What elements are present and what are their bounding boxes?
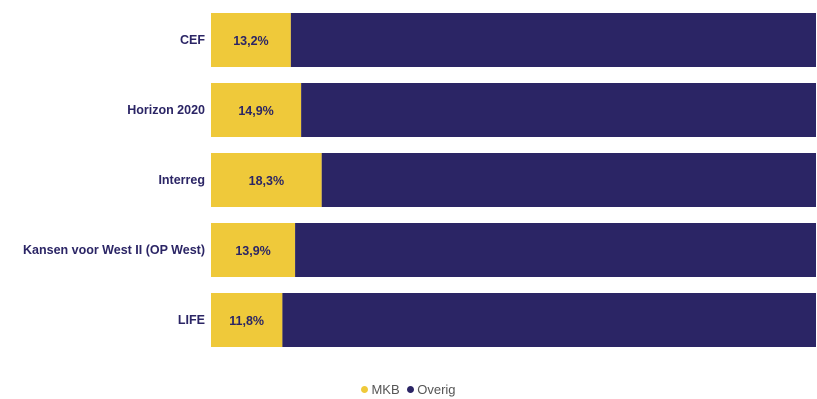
bar-mkb[interactable] xyxy=(211,223,296,277)
legend-item-mkb[interactable]: MKB xyxy=(361,382,400,397)
data-label: 18,3% xyxy=(249,174,284,188)
bar-mkb[interactable] xyxy=(211,153,322,207)
data-label: 11,8% xyxy=(229,314,264,328)
category-label: CEF xyxy=(180,33,205,47)
legend-label-overig: Overig xyxy=(417,382,456,397)
bar-overig[interactable] xyxy=(321,153,816,207)
category-label: LIFE xyxy=(178,313,205,327)
legend-item-overig[interactable]: Overig xyxy=(407,382,456,397)
legend-marker-mkb xyxy=(361,386,369,393)
bar-overig[interactable] xyxy=(295,223,817,277)
category-label: Interreg xyxy=(158,173,205,187)
category-label: Kansen voor West II (OP West) xyxy=(23,243,205,257)
bar-mkb[interactable] xyxy=(211,13,291,67)
data-label: 14,9% xyxy=(238,104,273,118)
data-label: 13,9% xyxy=(235,244,270,258)
legend: MKB Overig xyxy=(0,381,817,397)
legend-marker-overig xyxy=(407,386,415,393)
bar-mkb[interactable] xyxy=(211,293,283,347)
bar-overig[interactable] xyxy=(290,13,816,67)
data-label: 13,2% xyxy=(233,34,268,48)
bar-overig[interactable] xyxy=(282,293,816,347)
category-label: Horizon 2020 xyxy=(127,103,205,117)
bar-overig[interactable] xyxy=(301,83,816,137)
legend-label-mkb: MKB xyxy=(371,382,400,397)
bar-mkb[interactable] xyxy=(211,83,302,137)
